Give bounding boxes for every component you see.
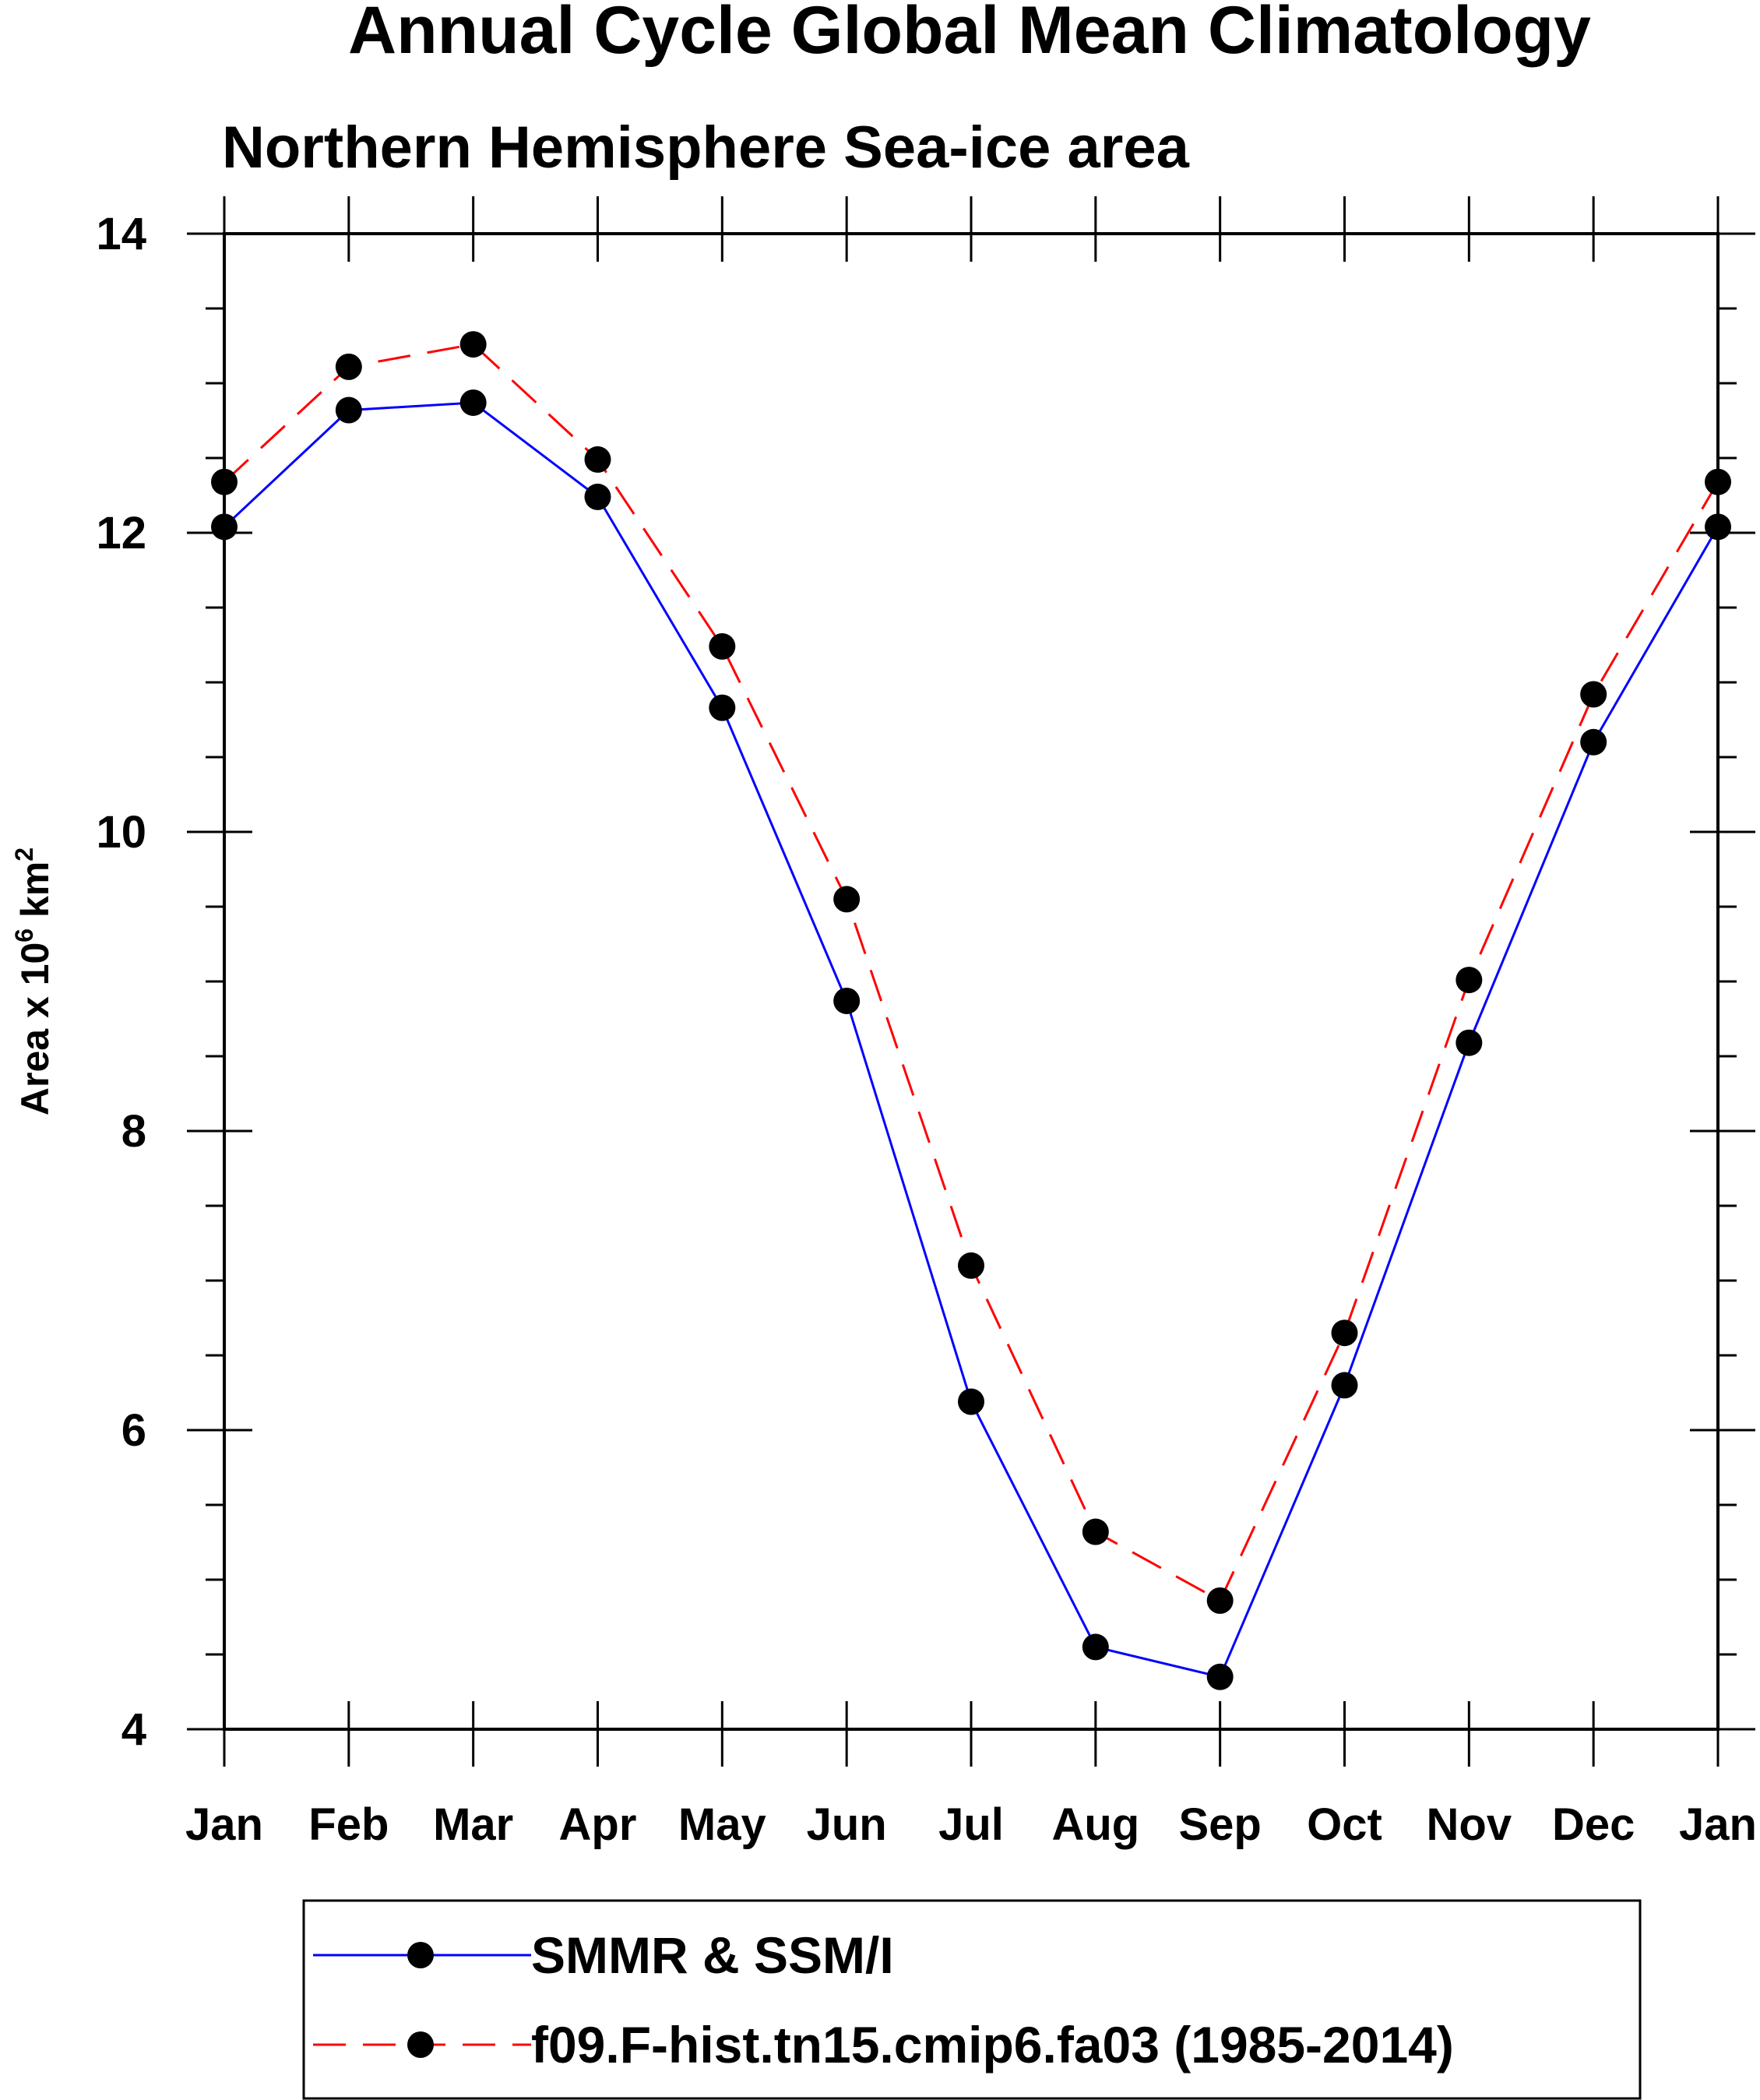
y-tick-label: 6: [121, 1405, 146, 1456]
y-tick-label: 8: [121, 1106, 146, 1157]
x-axis-labels: Jan Feb Mar Apr May Jun Jul Aug Sep Oct Nov Dec Jan: [185, 1799, 1757, 1850]
series-1-point: [1580, 681, 1607, 708]
series-0-point: [1580, 728, 1607, 756]
x-tick-label: Nov: [1427, 1799, 1512, 1850]
series-layer: [211, 331, 1731, 1690]
series-1-point: [1705, 468, 1731, 495]
x-tick-label: Jun: [807, 1799, 887, 1850]
x-tick-label: Sep: [1178, 1799, 1261, 1850]
legend: SMMR & SSM/I f09.F-hist.tn15.cmip6.fa03 …: [302, 1899, 1642, 2100]
series-1-point: [1082, 1518, 1109, 1545]
y-tick-label: 10: [96, 807, 146, 858]
x-tick-label: Feb: [308, 1799, 389, 1850]
y-axis-label: Area x 106 km2: [10, 847, 57, 1115]
series-0-point: [833, 987, 861, 1014]
series-1-point: [709, 632, 736, 660]
y-tick-label: 14: [96, 209, 146, 259]
series-0-point: [1331, 1372, 1358, 1399]
y-axis-label-prefix: Area x 10: [13, 943, 57, 1115]
chart-title: Annual Cycle Global Mean Climatology: [348, 0, 1591, 68]
series-0-point: [211, 513, 238, 541]
chart-subtitle: Northern Hemisphere Sea-ice area: [222, 115, 1190, 181]
y-axis-label-exponent: 6: [10, 928, 38, 943]
x-tick-label: May: [678, 1799, 766, 1850]
legend-label-model: f09.F-hist.tn15.cmip6.fa03 (1985-2014): [531, 2016, 1454, 2074]
legend-box: [302, 1899, 1642, 2100]
legend-label-obs: SMMR & SSM/I: [531, 1926, 894, 1984]
x-tick-label: Apr: [559, 1799, 637, 1850]
axis-ticks: [187, 196, 1755, 1767]
x-tick-label: Oct: [1307, 1799, 1382, 1850]
y-axis-label-unit-exponent: 2: [10, 847, 38, 861]
x-tick-label: Mar: [433, 1799, 513, 1850]
legend-entry-model: f09.F-hist.tn15.cmip6.fa03 (1985-2014): [313, 2016, 1454, 2074]
series-1-point: [1331, 1320, 1358, 1347]
legend-marker-obs: [407, 1942, 434, 1968]
series-0-point: [709, 694, 736, 721]
series-0-point: [1082, 1633, 1109, 1661]
y-axis-label-unit: km: [13, 861, 57, 928]
series-0-point: [335, 396, 362, 424]
x-tick-label: Jul: [938, 1799, 1004, 1850]
plot-area: [187, 196, 1755, 1767]
legend-entry-obs: SMMR & SSM/I: [313, 1926, 894, 1984]
x-tick-label: Jan: [185, 1799, 263, 1850]
y-axis-labels: 4 6 8 10 12 14: [96, 209, 146, 1755]
series-0-point: [1456, 1029, 1483, 1056]
series-1-point: [459, 331, 487, 358]
x-tick-label: Dec: [1552, 1799, 1635, 1850]
series-1-point: [335, 353, 362, 380]
legend-marker-model: [407, 2031, 434, 2058]
series-1-point: [958, 1252, 984, 1279]
series-1-point: [833, 886, 861, 913]
series-line-0: [223, 401, 1720, 1679]
series-1-point: [1456, 967, 1483, 994]
x-tick-label: Aug: [1051, 1799, 1139, 1850]
series-1-point: [211, 468, 238, 495]
series-1-point: [584, 446, 611, 473]
series-0-point: [459, 389, 487, 416]
y-tick-label: 4: [121, 1704, 146, 1755]
series-0-point: [1206, 1663, 1234, 1690]
x-tick-label: Jan: [1679, 1799, 1757, 1850]
y-tick-label: 12: [96, 508, 146, 558]
series-1-point: [1206, 1587, 1234, 1614]
series-0-point: [584, 483, 611, 510]
series-0-point: [958, 1388, 984, 1415]
series-0-point: [1705, 513, 1731, 541]
